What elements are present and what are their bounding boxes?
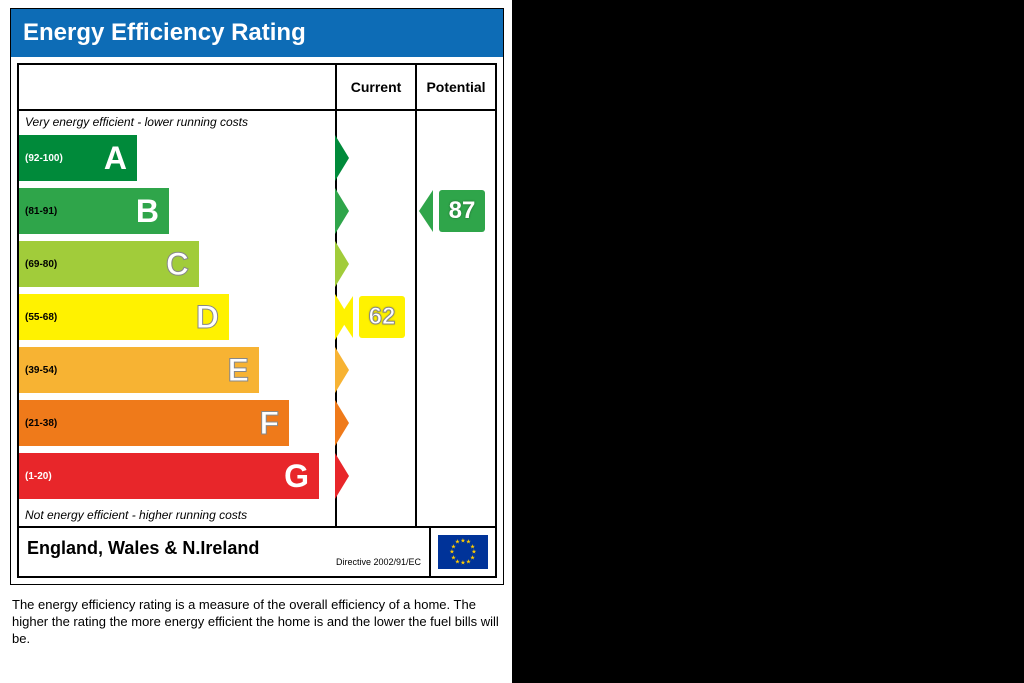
current-pointer: 62 [353,296,411,338]
band-range: (39-54) [19,365,61,376]
bottom-label: Not energy efficient - higher running co… [19,504,335,526]
header-potential: Potential [417,65,495,109]
band-range: (81-91) [19,206,61,217]
explain-text: The energy efficiency rating is a measur… [10,585,504,648]
band-letter: A [104,140,127,177]
band-slot: (92-100) A [19,133,335,183]
header-current: Current [337,65,417,109]
epc-table: Current Potential Very energy efficient … [17,63,497,578]
band-bar-a: (92-100) A [19,135,137,181]
band-bar-g: (1-20) G [19,453,319,499]
epc-body: Current Potential Very energy efficient … [11,57,503,584]
chevron-left-icon [339,296,353,338]
epc-header-row: Current Potential [19,65,495,109]
current-pointer-body: 62 [359,296,405,338]
footer-region: England, Wales & N.Ireland [27,538,421,559]
star-icon: ★ [466,558,471,565]
band-range: (69-80) [19,259,61,270]
band-letter: E [228,352,249,389]
band-letter: F [259,405,279,442]
footer-flag-cell: ★★★★★★★★★★★★ [431,528,495,576]
band-range: (55-68) [19,312,61,323]
band-letter: C [166,246,189,283]
band-slot: (69-80) C [19,239,335,289]
current-pointer-value: 62 [369,303,396,331]
bands-column: Very energy efficient - lower running co… [19,111,337,526]
band-range: (21-38) [19,418,61,429]
footer-main: England, Wales & N.Ireland Directive 200… [19,528,431,576]
epc-main-row: Very energy efficient - lower running co… [19,109,495,526]
epc-panel: Energy Efficiency Rating Current Potenti… [0,0,512,683]
header-spacer [19,65,337,109]
band-letter: G [284,458,309,495]
band-letter: D [196,299,219,336]
epc-card: Energy Efficiency Rating Current Potenti… [10,8,504,585]
black-panel [512,0,1024,683]
star-icon: ★ [455,539,460,546]
current-column: 62 [337,111,417,526]
potential-column: 87 [417,111,495,526]
band-bar-b: (81-91) B [19,188,169,234]
band-range: (1-20) [19,471,56,482]
epc-title: Energy Efficiency Rating [11,9,503,57]
band-slot: (1-20) G [19,451,335,501]
footer-row: England, Wales & N.Ireland Directive 200… [19,526,495,576]
page: Energy Efficiency Rating Current Potenti… [0,0,1024,683]
band-bar-d: (55-68) D [19,294,229,340]
potential-pointer: 87 [433,190,491,232]
band-bar-f: (21-38) F [19,400,289,446]
star-icon: ★ [460,560,465,567]
band-slot: (81-91) B [19,186,335,236]
band-range: (92-100) [19,153,67,164]
band-slot: (21-38) F [19,398,335,448]
eu-flag-icon: ★★★★★★★★★★★★ [438,535,488,569]
band-letter: B [136,193,159,230]
top-label: Very energy efficient - lower running co… [19,111,335,133]
potential-pointer-value: 87 [449,197,476,225]
band-slot: (39-54) E [19,345,335,395]
potential-pointer-body: 87 [439,190,485,232]
band-bar-c: (69-80) C [19,241,199,287]
footer-directive: Directive 2002/91/EC [27,557,421,567]
band-bar-e: (39-54) E [19,347,259,393]
chevron-left-icon [419,190,433,232]
band-slot: (55-68) D [19,292,335,342]
